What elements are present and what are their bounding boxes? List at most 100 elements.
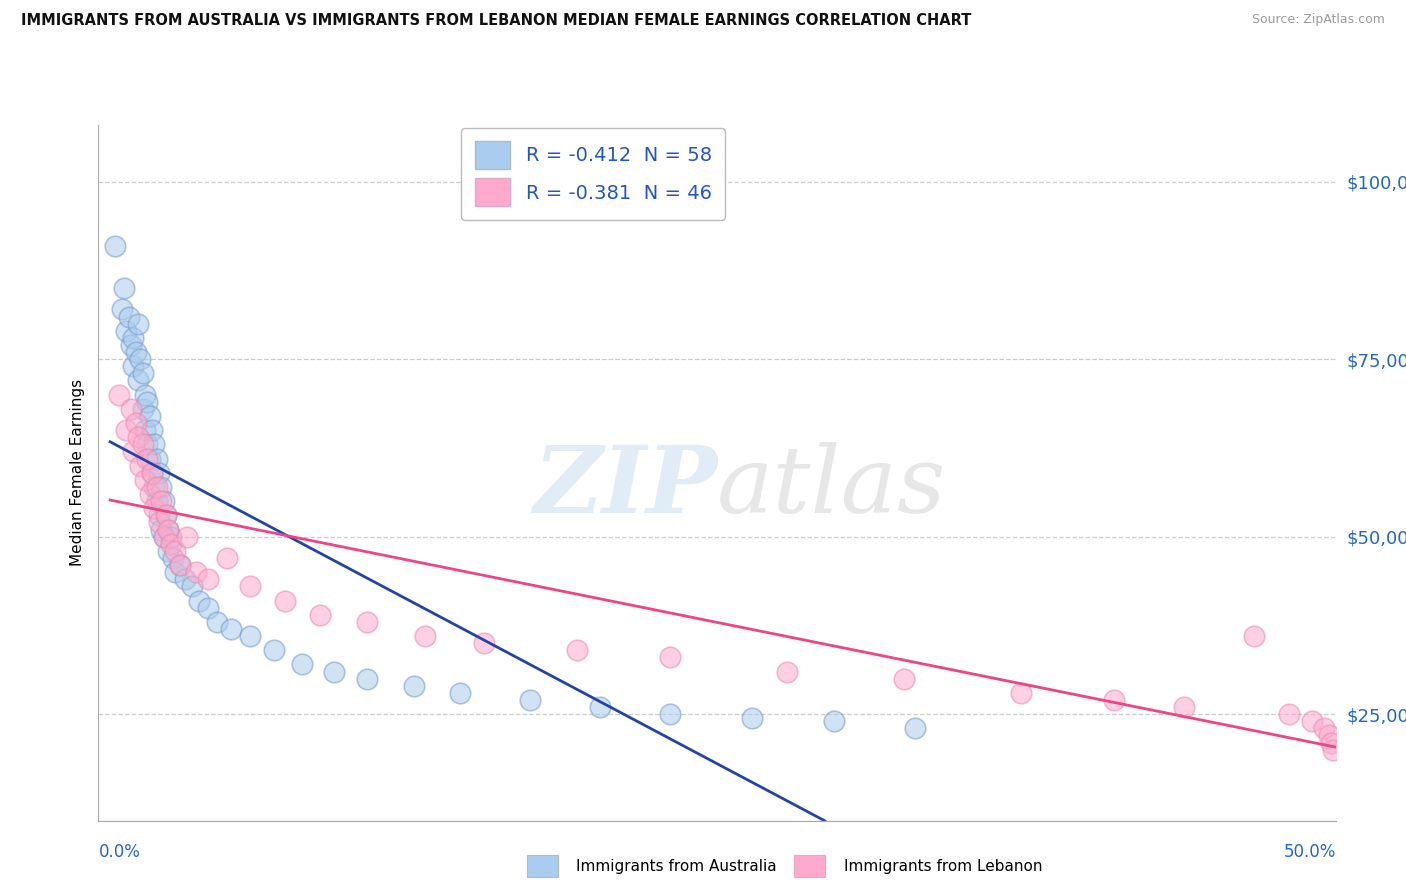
Point — [1320, 735, 1343, 749]
Point — [118, 310, 141, 324]
Point — [274, 593, 297, 607]
Point — [129, 458, 152, 473]
Point — [823, 714, 845, 729]
Text: ZIP: ZIP — [533, 442, 717, 532]
Point — [1278, 707, 1301, 722]
Point — [134, 473, 156, 487]
Point — [127, 317, 149, 331]
Point — [176, 530, 198, 544]
Point — [207, 615, 229, 629]
Text: atlas: atlas — [717, 442, 946, 532]
Point — [197, 572, 219, 586]
Point — [139, 487, 162, 501]
Point — [148, 508, 170, 523]
Point — [197, 600, 219, 615]
Point — [186, 565, 208, 579]
Point — [165, 544, 187, 558]
Legend: R = -0.412  N = 58, R = -0.381  N = 46: R = -0.412 N = 58, R = -0.381 N = 46 — [461, 128, 725, 219]
Point — [187, 593, 209, 607]
Point — [132, 367, 155, 381]
Point — [134, 387, 156, 401]
Text: Source: ZipAtlas.com: Source: ZipAtlas.com — [1251, 13, 1385, 27]
Point — [122, 331, 145, 345]
Point — [165, 565, 187, 579]
Point — [162, 551, 184, 566]
Point — [215, 551, 238, 566]
Point — [143, 437, 166, 451]
Point — [159, 537, 181, 551]
Text: IMMIGRANTS FROM AUSTRALIA VS IMMIGRANTS FROM LEBANON MEDIAN FEMALE EARNINGS CORR: IMMIGRANTS FROM AUSTRALIA VS IMMIGRANTS … — [21, 13, 972, 29]
Point — [1313, 722, 1336, 736]
Point — [136, 451, 159, 466]
Point — [239, 629, 262, 643]
Point — [125, 416, 148, 430]
Text: 0.0%: 0.0% — [98, 843, 141, 861]
Point — [127, 374, 149, 388]
Point — [136, 394, 159, 409]
Point — [132, 401, 155, 416]
Point — [150, 494, 173, 508]
Point — [159, 530, 181, 544]
Point — [112, 281, 135, 295]
Point — [115, 423, 138, 437]
Point — [519, 693, 541, 707]
Point — [150, 523, 173, 537]
Point — [146, 451, 169, 466]
Point — [741, 711, 763, 725]
Point — [141, 466, 163, 480]
Point — [472, 636, 495, 650]
Point — [108, 387, 131, 401]
Point — [1173, 700, 1195, 714]
Point — [152, 530, 174, 544]
Point — [1322, 742, 1344, 756]
Point — [132, 437, 155, 451]
Point — [323, 665, 346, 679]
Point — [139, 409, 162, 423]
Point — [221, 622, 243, 636]
Point — [143, 480, 166, 494]
Point — [309, 607, 332, 622]
Point — [141, 466, 163, 480]
Point — [1102, 693, 1125, 707]
Point — [141, 423, 163, 437]
Point — [659, 707, 682, 722]
Point — [263, 643, 285, 657]
Point — [157, 523, 180, 537]
Point — [136, 437, 159, 451]
Point — [150, 480, 173, 494]
Point — [169, 558, 191, 572]
Point — [1010, 686, 1032, 700]
Point — [356, 615, 378, 629]
Point — [129, 352, 152, 367]
Point — [134, 423, 156, 437]
Point — [115, 324, 138, 338]
Point — [449, 686, 471, 700]
Text: Immigrants from Lebanon: Immigrants from Lebanon — [844, 859, 1042, 873]
Point — [146, 480, 169, 494]
Point — [904, 722, 927, 736]
Point — [125, 345, 148, 359]
Point — [157, 544, 180, 558]
Point — [180, 579, 202, 593]
Point — [122, 359, 145, 374]
Point — [1243, 629, 1265, 643]
Point — [402, 679, 425, 693]
Point — [111, 302, 134, 317]
Point — [146, 494, 169, 508]
Point — [1317, 728, 1340, 742]
Point — [122, 444, 145, 458]
Point — [173, 572, 195, 586]
Point — [127, 430, 149, 444]
Point — [148, 516, 170, 530]
Point — [143, 501, 166, 516]
Point — [155, 508, 177, 523]
Text: Immigrants from Australia: Immigrants from Australia — [576, 859, 778, 873]
Point — [157, 523, 180, 537]
Point — [155, 508, 177, 523]
Point — [169, 558, 191, 572]
Point — [893, 672, 915, 686]
Point — [1301, 714, 1323, 729]
Point — [120, 338, 142, 352]
Point — [152, 494, 174, 508]
Y-axis label: Median Female Earnings: Median Female Earnings — [69, 379, 84, 566]
